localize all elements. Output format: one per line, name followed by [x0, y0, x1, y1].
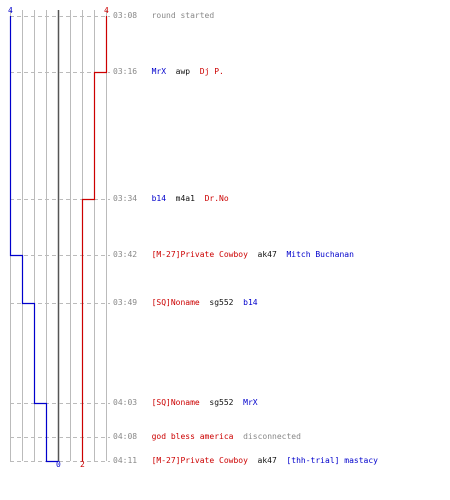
log-row: 04:11 [M-27]Private Cowboy ak47 [thh-tri… — [113, 455, 378, 467]
weapon-name: ak47 — [252, 456, 282, 465]
event-text: round started — [151, 11, 215, 20]
red-start-score: 4 — [104, 6, 109, 15]
event-time: 03:08 — [113, 11, 138, 20]
event-time: 04:08 — [113, 432, 138, 441]
weapon-name: awp — [170, 67, 195, 76]
event-text: disconnected — [238, 432, 301, 441]
blue-team-line — [9, 16, 59, 463]
event-time: 03:49 — [113, 298, 138, 307]
victim-name: MrX — [243, 398, 258, 407]
log-row: 03:08 round started — [113, 10, 214, 22]
log-row: 04:08 god bless america disconnected — [113, 431, 301, 443]
victim-name: Mitch Buchanan — [286, 250, 354, 259]
event-time: 04:11 — [113, 456, 138, 465]
killer-name: [SQ]Noname — [151, 398, 200, 407]
killer-name: b14 — [151, 194, 167, 203]
victim-name: b14 — [243, 298, 258, 307]
killer-name: [M-27]Private Cowboy — [151, 456, 248, 465]
event-time: 03:34 — [113, 194, 138, 203]
killer-name: [M-27]Private Cowboy — [151, 250, 248, 259]
killer-name: MrX — [151, 67, 167, 76]
log-row: 03:34 b14 m4a1 Dr.No — [113, 193, 229, 205]
victim-name: Dj P. — [199, 67, 224, 76]
event-time: 03:42 — [113, 250, 138, 259]
red-team-line — [81, 16, 108, 462]
log-row: 03:49 [SQ]Noname sg552 b14 — [113, 297, 258, 309]
killer-name: [SQ]Noname — [151, 298, 200, 307]
weapon-name: m4a1 — [170, 194, 200, 203]
victim-name: Dr.No — [204, 194, 229, 203]
log-row: 04:03 [SQ]Noname sg552 MrX — [113, 397, 258, 409]
weapon-name: sg552 — [204, 398, 239, 407]
event-time: 03:16 — [113, 67, 138, 76]
weapon-name: sg552 — [204, 298, 239, 307]
event-time: 04:03 — [113, 398, 138, 407]
blue-end-score: 0 — [56, 460, 61, 469]
blue-start-score: 4 — [8, 6, 13, 15]
log-row: 03:16 MrX awp Dj P. — [113, 66, 224, 78]
player-name: god bless america — [151, 432, 234, 441]
red-end-score: 2 — [80, 460, 85, 469]
log-row: 03:42 [M-27]Private Cowboy ak47 Mitch Bu… — [113, 249, 354, 261]
victim-name: [thh-trial] mastacy — [286, 456, 378, 465]
weapon-name: ak47 — [252, 250, 282, 259]
